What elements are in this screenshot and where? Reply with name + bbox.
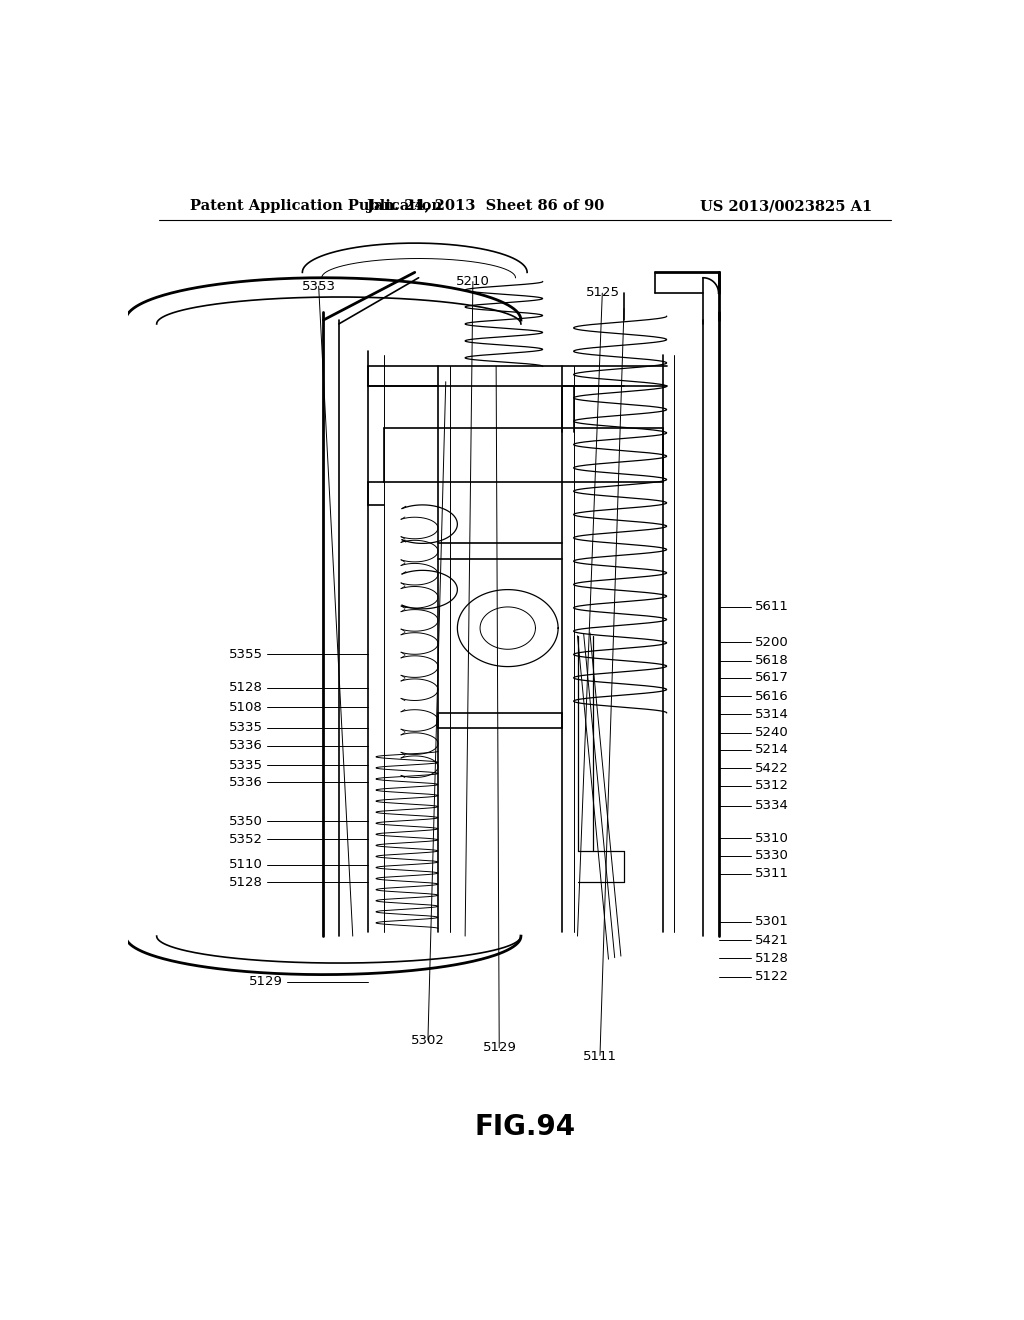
Text: US 2013/0023825 A1: US 2013/0023825 A1	[699, 199, 872, 213]
Text: 5128: 5128	[229, 681, 263, 694]
Text: 5330: 5330	[755, 849, 788, 862]
Text: 5200: 5200	[755, 636, 788, 648]
Text: 5314: 5314	[755, 708, 788, 721]
Text: Patent Application Publication: Patent Application Publication	[190, 199, 442, 213]
Text: 5111: 5111	[584, 1051, 617, 1064]
Text: 5421: 5421	[755, 933, 788, 946]
Text: 5335: 5335	[229, 721, 263, 734]
Text: 5353: 5353	[301, 280, 336, 293]
Text: 5355: 5355	[229, 648, 263, 661]
Text: 5335: 5335	[229, 759, 263, 772]
Text: 5312: 5312	[755, 779, 788, 792]
Text: 5125: 5125	[586, 286, 620, 300]
Text: 5210: 5210	[457, 275, 490, 288]
Text: FIG.94: FIG.94	[474, 1113, 575, 1140]
Text: 5302: 5302	[411, 1034, 444, 1047]
Text: 5618: 5618	[755, 653, 788, 667]
Text: 5240: 5240	[755, 726, 788, 739]
Text: 5617: 5617	[755, 672, 788, 684]
Text: 5311: 5311	[755, 867, 788, 880]
Text: 5310: 5310	[755, 832, 788, 845]
Text: 5336: 5336	[229, 739, 263, 752]
Text: 5214: 5214	[755, 743, 788, 756]
Text: 5611: 5611	[755, 601, 788, 612]
Text: 5301: 5301	[755, 915, 788, 928]
Text: 5352: 5352	[229, 833, 263, 846]
Text: 5350: 5350	[229, 814, 263, 828]
Text: 5128: 5128	[229, 875, 263, 888]
Text: 5129: 5129	[249, 975, 283, 989]
Text: 5129: 5129	[482, 1041, 516, 1055]
Text: Jan. 24, 2013  Sheet 86 of 90: Jan. 24, 2013 Sheet 86 of 90	[368, 199, 605, 213]
Text: 5128: 5128	[755, 952, 788, 965]
Text: 5334: 5334	[755, 800, 788, 812]
Text: 5422: 5422	[755, 762, 788, 775]
Text: 5616: 5616	[755, 689, 788, 702]
Text: 5122: 5122	[755, 970, 788, 983]
Text: 5108: 5108	[229, 701, 263, 714]
Text: 5336: 5336	[229, 776, 263, 789]
Text: 5110: 5110	[229, 858, 263, 871]
